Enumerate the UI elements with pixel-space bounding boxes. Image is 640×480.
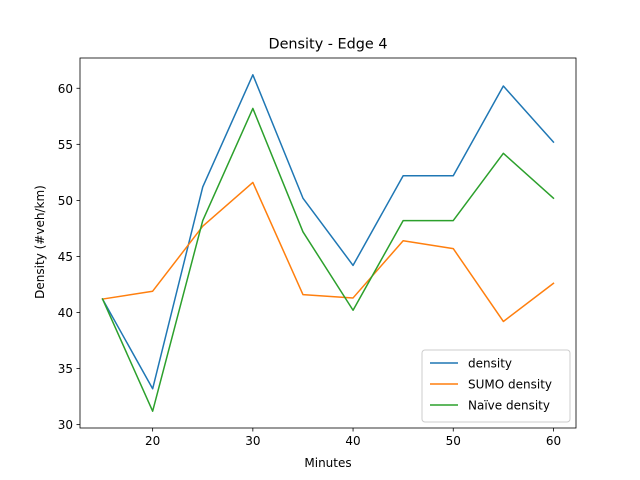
series-line-0: [101, 74, 555, 390]
plot-area: 20 30 40 50 60 30 35 40 45 50 55 60: [58, 57, 577, 448]
x-tick-label: 40: [345, 434, 360, 448]
y-tick-label: 45: [58, 250, 73, 264]
y-tick-label: 50: [58, 194, 73, 208]
x-tick-label: 60: [546, 434, 561, 448]
x-tick-label: 50: [446, 434, 461, 448]
y-tick-label: 40: [58, 306, 73, 320]
x-axis-label: Minutes: [304, 456, 351, 470]
series-line-1: [101, 181, 555, 323]
y-tick-label: 60: [58, 82, 73, 96]
axes-frame: [79, 57, 577, 429]
x-tick-label: 30: [245, 434, 260, 448]
y-tick-label: 35: [58, 362, 73, 376]
legend-label-2: Naïve density: [468, 399, 550, 413]
y-axis-label: Density (#veh/km): [33, 185, 47, 299]
chart-title: Density - Edge 4: [269, 37, 388, 53]
y-tick-label: 30: [58, 418, 73, 432]
legend: density SUMO density Naïve density: [421, 349, 571, 423]
legend-label-1: SUMO density: [468, 378, 552, 392]
series-line-2: [101, 107, 555, 412]
x-tick-label: 20: [145, 434, 160, 448]
legend-box: [421, 349, 571, 423]
legend-label-0: density: [468, 357, 512, 371]
y-tick-label: 55: [58, 138, 73, 152]
